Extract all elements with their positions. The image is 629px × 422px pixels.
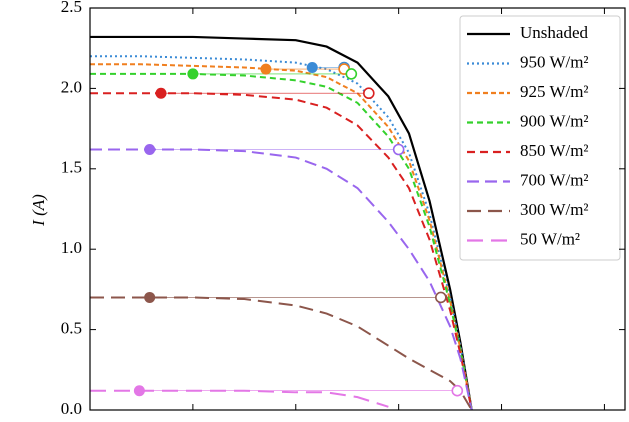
y-tick-label: 0.5 — [61, 319, 82, 338]
legend-label: 50 W/m² — [520, 229, 580, 248]
series-line — [90, 92, 473, 410]
filled-marker — [187, 68, 199, 80]
y-tick-label: 0.0 — [61, 399, 82, 418]
legend-label: 950 W/m² — [520, 52, 589, 71]
series-line — [90, 148, 473, 410]
y-axis-label: I (A) — [29, 194, 48, 227]
legend-label: Unshaded — [520, 23, 588, 42]
plot-area — [90, 35, 473, 410]
filled-marker — [133, 385, 145, 397]
filled-marker — [155, 87, 167, 99]
filled-marker — [260, 63, 272, 75]
axes-frame — [89, 7, 626, 411]
open-marker — [345, 68, 358, 80]
y-tick-label: 2.5 — [61, 0, 82, 16]
y-tick-label: 1.5 — [61, 158, 82, 177]
legend-label: 850 W/m² — [520, 141, 589, 160]
open-marker — [363, 87, 375, 100]
open-marker — [435, 291, 447, 304]
legend — [459, 15, 621, 261]
legend-label: 925 W/m² — [520, 82, 589, 101]
series-line — [90, 296, 473, 410]
legend-label: 300 W/m² — [520, 200, 589, 219]
y-tick-label: 2.0 — [61, 77, 82, 96]
filled-marker — [144, 291, 156, 303]
series-line — [90, 35, 473, 410]
filled-marker — [306, 61, 318, 73]
series-line — [90, 55, 473, 410]
open-marker — [392, 143, 405, 156]
legend-label: 900 W/m² — [520, 111, 589, 130]
open-marker — [451, 384, 464, 397]
legend-label: 700 W/m² — [520, 170, 589, 189]
y-tick-label: 1.0 — [61, 238, 82, 257]
filled-marker — [144, 144, 156, 156]
